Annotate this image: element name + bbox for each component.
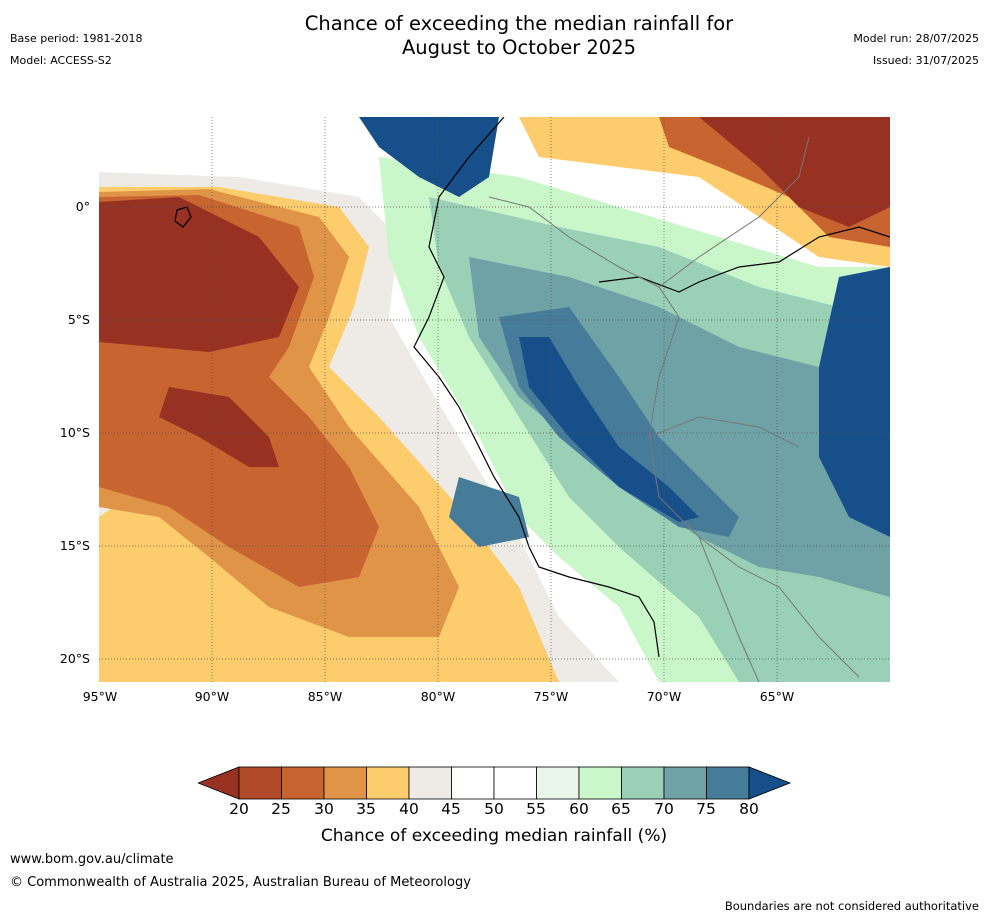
galapagos-islands <box>174 206 192 228</box>
cbar-tick-65: 65 <box>611 800 631 818</box>
cbar-tick-70: 70 <box>654 800 674 818</box>
wet-zone-dark-blue-north <box>359 117 499 197</box>
lon-label-80w: 80°W <box>420 689 456 704</box>
colorbar-swatch <box>238 766 282 800</box>
colorbar-swatch <box>281 766 325 800</box>
title-line-2: August to October 2025 <box>401 36 637 59</box>
footer-url: www.bom.gov.au/climate <box>10 852 174 867</box>
cbar-tick-40: 40 <box>399 800 419 818</box>
cbar-tick-60: 60 <box>569 800 589 818</box>
wet-zone-dark-blue-east <box>819 267 890 537</box>
meta-left: Base period: 1981-2018 Model: ACCESS-S2 <box>10 28 142 72</box>
lat-label-5s: 5°S <box>67 312 90 327</box>
chart-title: Chance of exceeding the median rainfall … <box>244 12 794 60</box>
model-name: Model: ACCESS-S2 <box>10 54 112 67</box>
colorbar-swatch <box>451 766 495 800</box>
colorbar-swatch <box>621 766 665 800</box>
cbar-tick-35: 35 <box>356 800 376 818</box>
ne-dry-red <box>699 117 890 227</box>
issued-date: Issued: 31/07/2025 <box>872 54 979 67</box>
cbar-tick-45: 45 <box>441 800 461 818</box>
lat-label-10s: 10°S <box>59 425 90 440</box>
lon-label-70w: 70°W <box>646 689 682 704</box>
title-line-1: Chance of exceeding the median rainfall … <box>304 12 734 35</box>
lon-label-85w: 85°W <box>307 689 343 704</box>
lon-label-95w: 95°W <box>82 689 118 704</box>
colorbar-swatch <box>323 766 367 800</box>
colorbar-swatch <box>706 766 750 800</box>
cbar-tick-30: 30 <box>314 800 334 818</box>
coastline <box>413 117 660 658</box>
lat-label-15s: 15°S <box>59 538 90 553</box>
colorbar-swatch <box>366 766 410 800</box>
colorbar-swatch <box>408 766 452 800</box>
lon-label-75w: 75°W <box>533 689 569 704</box>
wet-zone-blue-mid <box>449 477 529 547</box>
lon-label-65w: 65°W <box>759 689 795 704</box>
rainfall-map <box>99 117 890 682</box>
footer-disclaimer: Boundaries are not considered authoritat… <box>724 899 979 913</box>
colorbar-extension-low <box>198 766 240 800</box>
cbar-tick-55: 55 <box>526 800 546 818</box>
gridlines <box>99 117 890 682</box>
cbar-tick-50: 50 <box>484 800 504 818</box>
meta-right: Model run: 28/07/2025 Issued: 31/07/2025 <box>853 28 979 72</box>
model-run: Model run: 28/07/2025 <box>853 32 979 45</box>
colorbar-swatch <box>663 766 707 800</box>
cbar-tick-20: 20 <box>229 800 249 818</box>
colorbar-swatch <box>493 766 537 800</box>
lat-label-20s: 20°S <box>59 651 90 666</box>
dry-zone-red-2 <box>159 387 279 467</box>
colorbar-swatch <box>578 766 622 800</box>
cbar-tick-25: 25 <box>271 800 291 818</box>
dry-zone-red <box>99 197 299 352</box>
colorbar-label: Chance of exceeding median rainfall (%) <box>320 826 668 846</box>
wet-zone-dark-blue <box>519 337 699 522</box>
country-borders <box>488 136 860 682</box>
lon-label-90w: 90°W <box>194 689 230 704</box>
amazon-river <box>598 226 890 293</box>
footer-copyright: © Commonwealth of Australia 2025, Austra… <box>10 875 471 890</box>
lat-label-0: 0° <box>75 199 90 214</box>
base-period: Base period: 1981-2018 <box>10 32 143 45</box>
cbar-tick-75: 75 <box>696 800 716 818</box>
colorbar-swatch <box>536 766 580 800</box>
cbar-tick-80: 80 <box>739 800 759 818</box>
colorbar-extension-high <box>748 766 792 800</box>
colorbar <box>198 766 792 800</box>
